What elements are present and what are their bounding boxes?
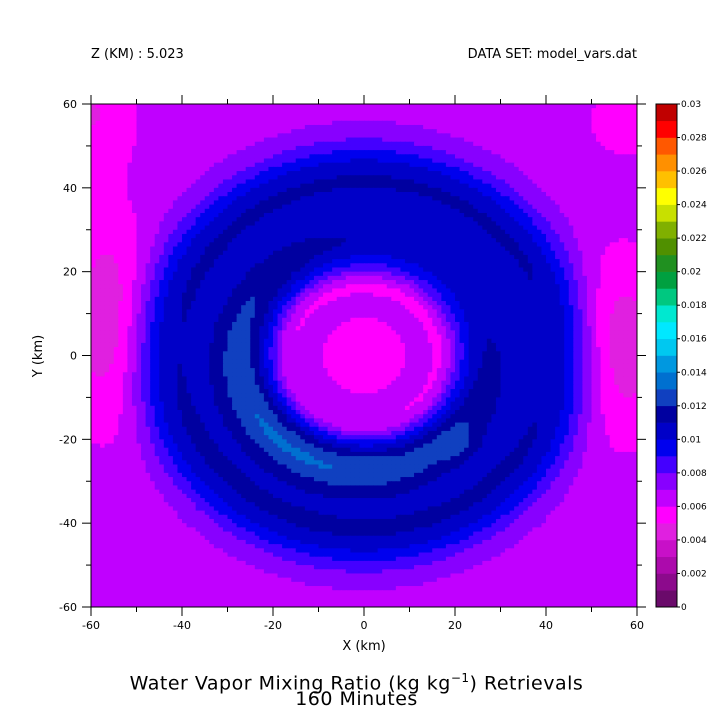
- y-tick-label: 0: [70, 350, 77, 363]
- x-tick-label: -60: [82, 619, 100, 632]
- colorbar-swatch: [656, 556, 677, 574]
- colorbar-swatch: [656, 305, 677, 323]
- colorbar-swatch: [656, 372, 677, 390]
- colorbar-tick-label: 0.014: [681, 368, 707, 378]
- colorbar: 0 0.002 0.004 0.006 0.008 0.01 0.012 0.014 0.016…: [655, 100, 707, 613]
- colorbar-swatch: [656, 389, 677, 407]
- colorbar-tick-label: 0.012: [681, 402, 707, 412]
- colorbar-swatch: [656, 338, 677, 356]
- contour-field: [91, 104, 637, 607]
- colorbar-swatch: [656, 154, 677, 172]
- colorbar-swatch: [656, 271, 677, 289]
- colorbar-swatch: [656, 405, 677, 423]
- y-tick-label: -40: [59, 517, 77, 530]
- colorbar-tick-label: 0: [681, 603, 687, 613]
- colorbar-swatch: [656, 204, 677, 222]
- colorbar-swatch: [656, 456, 677, 474]
- x-tick-label: 40: [539, 619, 553, 632]
- colorbar-swatch: [656, 573, 677, 591]
- colorbar-tick-label: 0.006: [681, 502, 707, 512]
- colorbar-tick-label: 0.002: [681, 569, 707, 579]
- colorbar-swatch: [656, 120, 677, 138]
- colorbar-swatch: [656, 254, 677, 272]
- level-label: Z (KM) : 5.023: [91, 47, 184, 62]
- colorbar-tick-label: 0.022: [681, 234, 707, 244]
- axes: -60 -40 -20 0 20 40 60 -60 -40 -20 0 20 40 60: [59, 95, 646, 632]
- colorbar-swatch: [656, 472, 677, 490]
- colorbar-swatch: [656, 187, 677, 205]
- colorbar-tick-label: 0.004: [681, 536, 707, 546]
- colorbar-swatch: [656, 539, 677, 557]
- colorbar-tick-label: 0.028: [681, 134, 707, 144]
- colorbar-swatch: [656, 104, 677, 122]
- colorbar-swatch: [656, 439, 677, 457]
- colorbar-tick-label: 0.026: [681, 167, 707, 177]
- dataset-label: DATA SET: model_vars.dat: [467, 47, 637, 62]
- colorbar-swatch: [656, 238, 677, 256]
- colorbar-tick-label: 0.01: [681, 435, 701, 445]
- colorbar-tick-label: 0.03: [681, 100, 701, 110]
- colorbar-tick-label: 0.008: [681, 469, 707, 479]
- colorbar-swatch: [656, 590, 677, 608]
- colorbar-swatch: [656, 506, 677, 524]
- x-tick-label: 0: [361, 619, 368, 632]
- colorbar-swatch: [656, 221, 677, 239]
- colorbar-swatch: [656, 288, 677, 306]
- colorbar-swatch: [656, 321, 677, 340]
- colorbar-tick-label: 0.02: [681, 268, 701, 278]
- x-tick-label: 60: [630, 619, 644, 632]
- colorbar-swatch: [656, 523, 677, 541]
- x-tick-label: -20: [264, 619, 282, 632]
- colorbar-swatch: [656, 355, 677, 373]
- colorbar-tick-label: 0.018: [681, 301, 707, 311]
- colorbar-swatch: [656, 171, 677, 189]
- colorbar-swatch: [656, 489, 677, 507]
- chart-title: Water Vapor Mixing Ratio (kg kg−1) Retri…: [129, 671, 584, 695]
- y-tick-label: 60: [63, 98, 77, 111]
- y-axis-label: Y (km): [31, 335, 46, 378]
- y-tick-label: 20: [63, 266, 77, 279]
- colorbar-swatch: [656, 137, 677, 155]
- x-axis-label: X (km): [342, 639, 385, 654]
- y-tick-label: 40: [63, 182, 77, 195]
- colorbar-tick-label: 0.024: [681, 201, 707, 211]
- y-tick-label: -20: [59, 433, 77, 446]
- chart-subtitle: 160 Minutes: [295, 688, 418, 710]
- y-tick-label: -60: [59, 601, 77, 614]
- colorbar-swatch: [656, 422, 677, 440]
- colorbar-tick-label: 0.016: [681, 335, 707, 345]
- x-tick-label: 20: [448, 619, 462, 632]
- x-tick-label: -40: [173, 619, 191, 632]
